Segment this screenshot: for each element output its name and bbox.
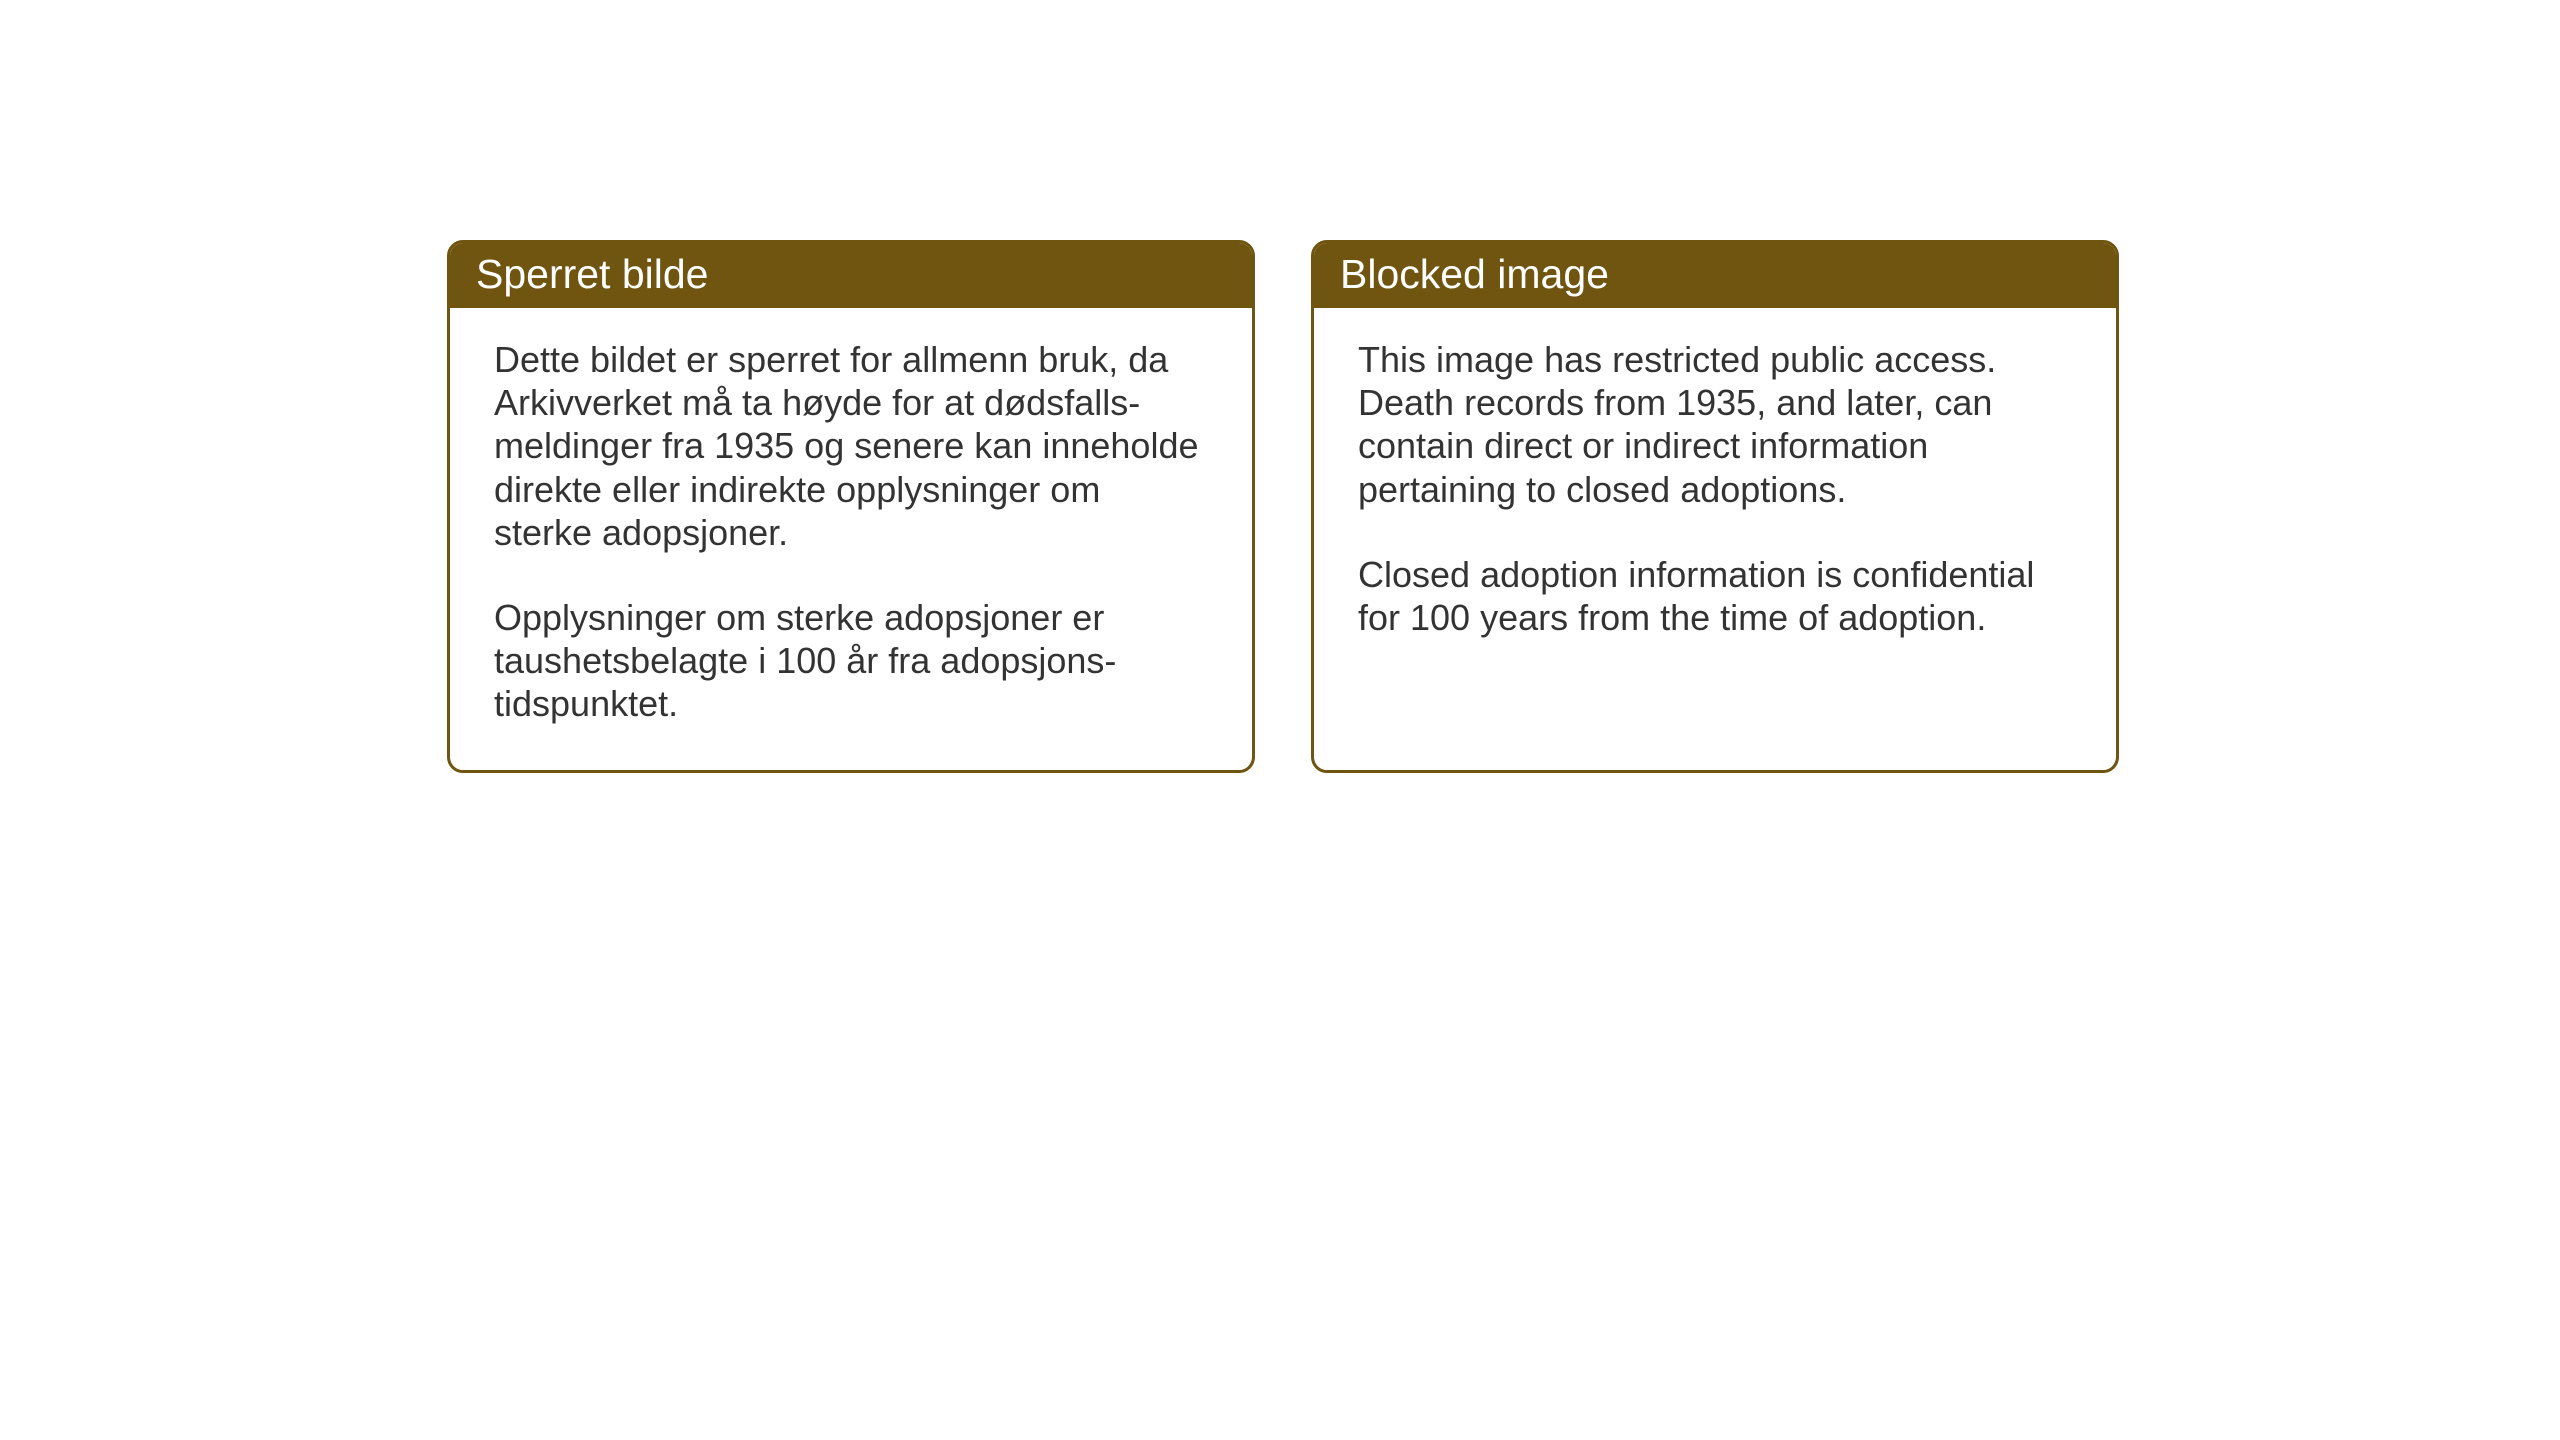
notice-header-norwegian: Sperret bilde (450, 243, 1252, 308)
notice-box-norwegian: Sperret bilde Dette bildet er sperret fo… (447, 240, 1255, 773)
notice-paragraph-1-norwegian: Dette bildet er sperret for allmenn bruk… (494, 338, 1208, 554)
notice-paragraph-2-english: Closed adoption information is confident… (1358, 553, 2072, 639)
notice-container: Sperret bilde Dette bildet er sperret fo… (0, 0, 2560, 773)
notice-box-english: Blocked image This image has restricted … (1311, 240, 2119, 773)
notice-paragraph-2-norwegian: Opplysninger om sterke adopsjoner er tau… (494, 596, 1208, 726)
notice-body-english: This image has restricted public access.… (1314, 308, 2116, 683)
notice-body-norwegian: Dette bildet er sperret for allmenn bruk… (450, 308, 1252, 770)
notice-paragraph-1-english: This image has restricted public access.… (1358, 338, 2072, 511)
notice-header-english: Blocked image (1314, 243, 2116, 308)
